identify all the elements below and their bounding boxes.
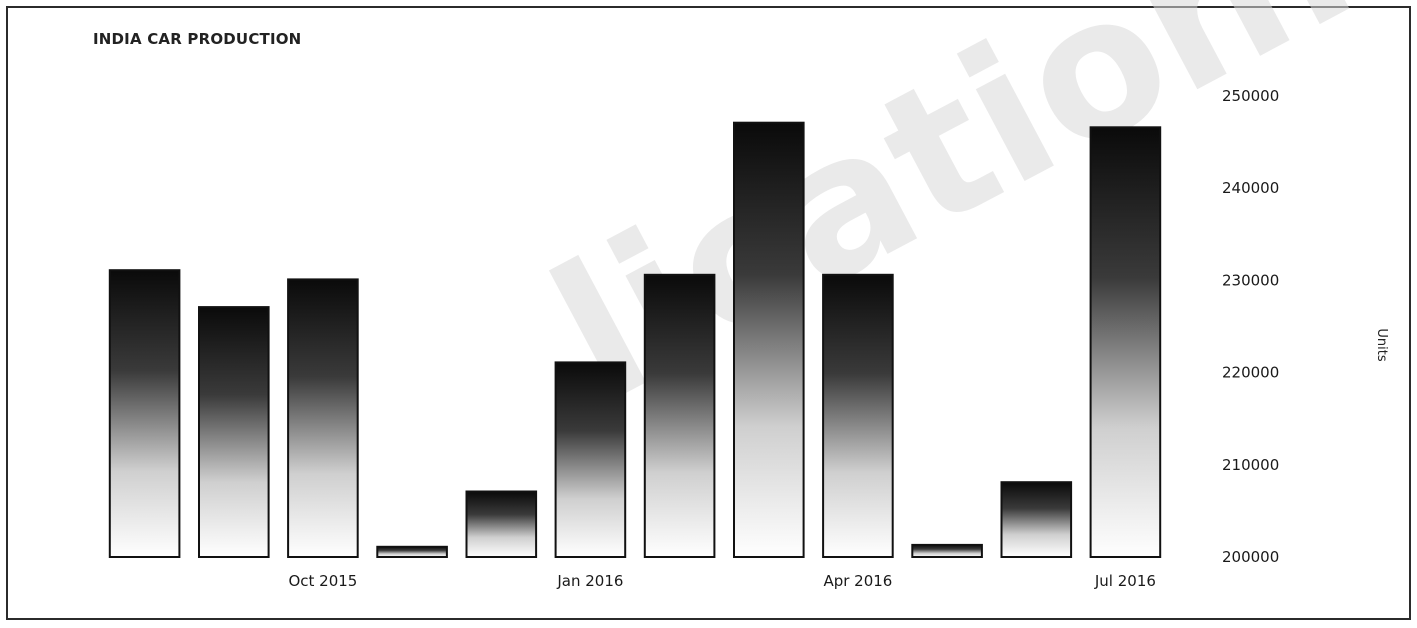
bar-aug-2015 — [108, 269, 181, 558]
bar-may-2016 — [911, 543, 983, 559]
x-tick-label: Oct 2015 — [288, 572, 357, 590]
y-axis-label: Units — [1374, 328, 1389, 361]
y-tick-labels: 200000 210000 220000 230000 240000 250000 — [1222, 87, 1279, 566]
y-tick-label: 200000 — [1222, 548, 1279, 566]
x-tick-label: Jul 2016 — [1094, 572, 1156, 590]
bar-feb-2016 — [643, 273, 716, 558]
bars-group — [108, 121, 1162, 559]
chart-frame — [6, 6, 1411, 620]
x-tick-label: Apr 2016 — [823, 572, 892, 590]
bar-oct-2015 — [287, 278, 359, 558]
y-tick-label: 220000 — [1222, 364, 1279, 382]
bar-jun-2016 — [1000, 481, 1073, 559]
y-tick-label: 250000 — [1222, 87, 1279, 105]
chart-title: INDIA CAR PRODUCTION — [93, 30, 302, 48]
x-tick-labels: Oct 2015 Jan 2016 Apr 2016 Jul 2016 — [288, 572, 1155, 590]
y-tick-label: 230000 — [1222, 271, 1279, 289]
bar-mar-2016 — [733, 121, 805, 558]
y-tick-label: 240000 — [1222, 179, 1279, 197]
bar-jul-2016 — [1089, 126, 1162, 559]
bar-nov-2015 — [376, 545, 448, 558]
x-tick-label: Jan 2016 — [556, 572, 623, 590]
bar-jan-2016 — [554, 361, 627, 558]
bar-dec-2015 — [465, 490, 538, 558]
y-tick-label: 210000 — [1222, 456, 1279, 474]
bar-apr-2016 — [822, 273, 894, 558]
bar-sep-2015 — [198, 306, 270, 558]
